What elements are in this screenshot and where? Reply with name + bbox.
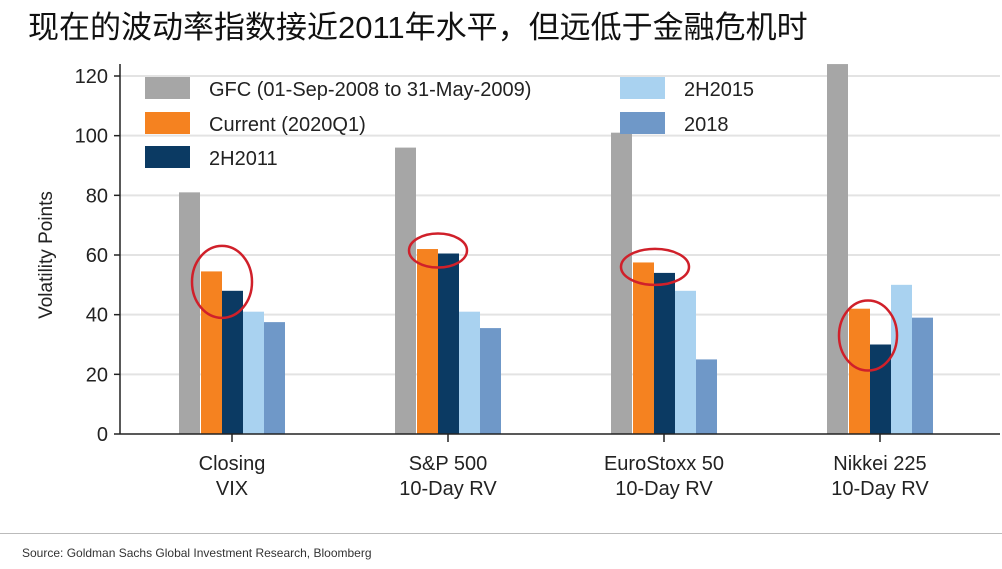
bar-1-0 bbox=[201, 271, 222, 434]
bar-0-2 bbox=[611, 132, 632, 434]
bar-2-2 bbox=[654, 272, 675, 434]
y-tick-label: 100 bbox=[75, 126, 108, 148]
bar-0-3 bbox=[827, 64, 848, 435]
chart-title: 现在的波动率指数接近2011年水平，但远低于金融危机时 bbox=[28, 10, 808, 45]
legend-label: 2H2015 bbox=[684, 79, 754, 101]
x-tick-label: 10-Day RV bbox=[399, 478, 497, 500]
legend-swatch bbox=[620, 77, 665, 99]
divider bbox=[0, 533, 1002, 534]
x-tick-label: 10-Day RV bbox=[831, 478, 929, 500]
y-tick-label: 80 bbox=[86, 185, 108, 207]
y-tick-label: 120 bbox=[75, 66, 108, 88]
source-note: Source: Goldman Sachs Global Investment … bbox=[22, 546, 372, 560]
highlight-circle-annotation bbox=[619, 247, 691, 287]
bar-2-0 bbox=[222, 290, 243, 434]
highlight-circle-annotation bbox=[837, 299, 899, 372]
y-axis-label: Volatility Points bbox=[36, 191, 57, 319]
bar-1-2 bbox=[633, 262, 654, 434]
x-tick-label: Nikkei 225 bbox=[833, 453, 926, 475]
y-tick-label: 40 bbox=[86, 305, 108, 327]
bar-3-1 bbox=[459, 311, 480, 434]
y-tick-label: 20 bbox=[86, 364, 108, 386]
legend-swatch bbox=[145, 146, 190, 168]
x-tick-label: Closing bbox=[199, 453, 266, 475]
x-tick-label: 10-Day RV bbox=[615, 478, 713, 500]
bar-3-0 bbox=[243, 311, 264, 434]
y-tick-label: 0 bbox=[97, 424, 108, 446]
bar-4-1 bbox=[480, 328, 501, 434]
bar-3-2 bbox=[675, 290, 696, 434]
bar-0-0 bbox=[179, 192, 200, 434]
x-tick-label: VIX bbox=[216, 478, 248, 500]
bar-4-2 bbox=[696, 359, 717, 434]
highlight-circle-annotation bbox=[407, 232, 469, 269]
legend-label: 2018 bbox=[684, 114, 729, 136]
bar-1-3 bbox=[849, 308, 870, 434]
bar-1-1 bbox=[417, 249, 438, 434]
legend-swatch bbox=[145, 77, 190, 99]
bar-0-1 bbox=[395, 147, 416, 434]
y-tick-label: 60 bbox=[86, 245, 108, 267]
bar-4-3 bbox=[912, 317, 933, 434]
bar-3-3 bbox=[891, 284, 912, 434]
x-tick-label: EuroStoxx 50 bbox=[604, 453, 724, 475]
highlight-circle-annotation bbox=[190, 244, 254, 320]
bar-4-0 bbox=[264, 322, 285, 434]
bar-2-3 bbox=[870, 344, 891, 434]
legend-swatch bbox=[145, 112, 190, 134]
legend-label: 2H2011 bbox=[209, 148, 278, 170]
x-tick-label: S&P 500 bbox=[409, 453, 488, 475]
legend-label: Current (2020Q1) bbox=[209, 114, 366, 136]
legend-swatch bbox=[620, 112, 665, 134]
legend-label: GFC (01-Sep-2008 to 31-May-2009) bbox=[209, 79, 531, 101]
bar-2-1 bbox=[438, 253, 459, 434]
